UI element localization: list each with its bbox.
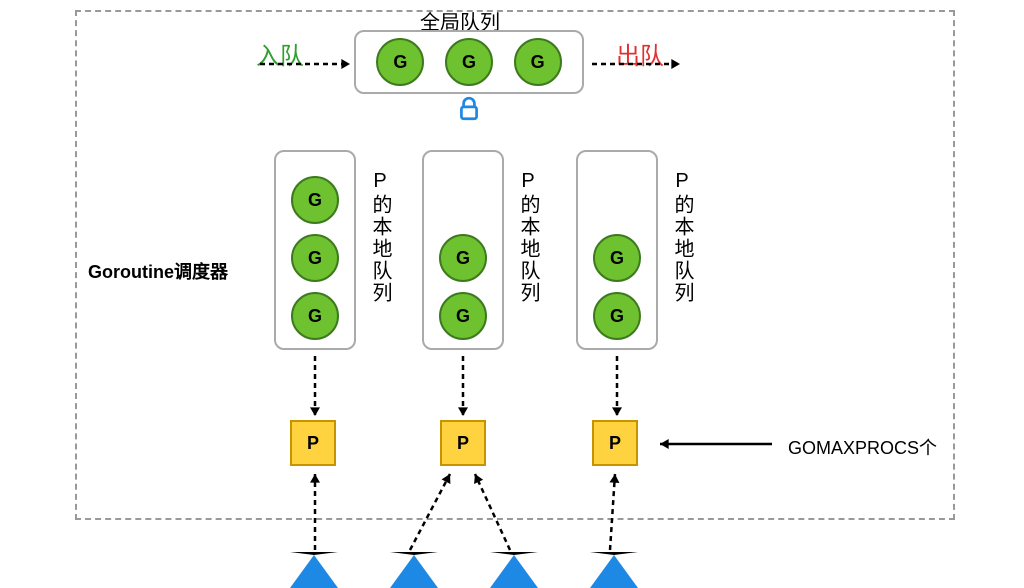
enqueue-label: 入队 xyxy=(256,36,304,71)
scheduler-label: Goroutine调度器 xyxy=(88,258,228,284)
goroutine-circle: G xyxy=(593,292,641,340)
thread-triangle-icon xyxy=(290,552,338,588)
goroutine-circle: G xyxy=(291,292,339,340)
local-queue-label: P的本地队列 xyxy=(366,170,395,304)
local-queue: GG xyxy=(576,150,658,350)
thread-triangle-icon xyxy=(590,552,638,588)
processor-box: P xyxy=(290,420,336,466)
global-queue: GGG xyxy=(354,30,584,94)
goroutine-circle: G xyxy=(514,38,562,86)
thread-triangle-icon xyxy=(390,552,438,588)
goroutine-circle: G xyxy=(439,234,487,282)
processor-box: P xyxy=(440,420,486,466)
local-queue: GG xyxy=(422,150,504,350)
goroutine-circle: G xyxy=(376,38,424,86)
goroutine-circle: G xyxy=(291,176,339,224)
goroutine-circle: G xyxy=(439,292,487,340)
local-queue-label: P的本地队列 xyxy=(514,170,543,304)
gomaxprocs-label: GOMAXPROCS个 xyxy=(788,434,937,460)
processor-box: P xyxy=(592,420,638,466)
local-queue: GGG xyxy=(274,150,356,350)
local-queue-label: P的本地队列 xyxy=(668,170,697,304)
goroutine-circle: G xyxy=(291,234,339,282)
thread-triangle-icon xyxy=(490,552,538,588)
goroutine-circle: G xyxy=(445,38,493,86)
lock-icon xyxy=(456,96,482,127)
goroutine-circle: G xyxy=(593,234,641,282)
dequeue-label: 出队 xyxy=(616,36,664,71)
